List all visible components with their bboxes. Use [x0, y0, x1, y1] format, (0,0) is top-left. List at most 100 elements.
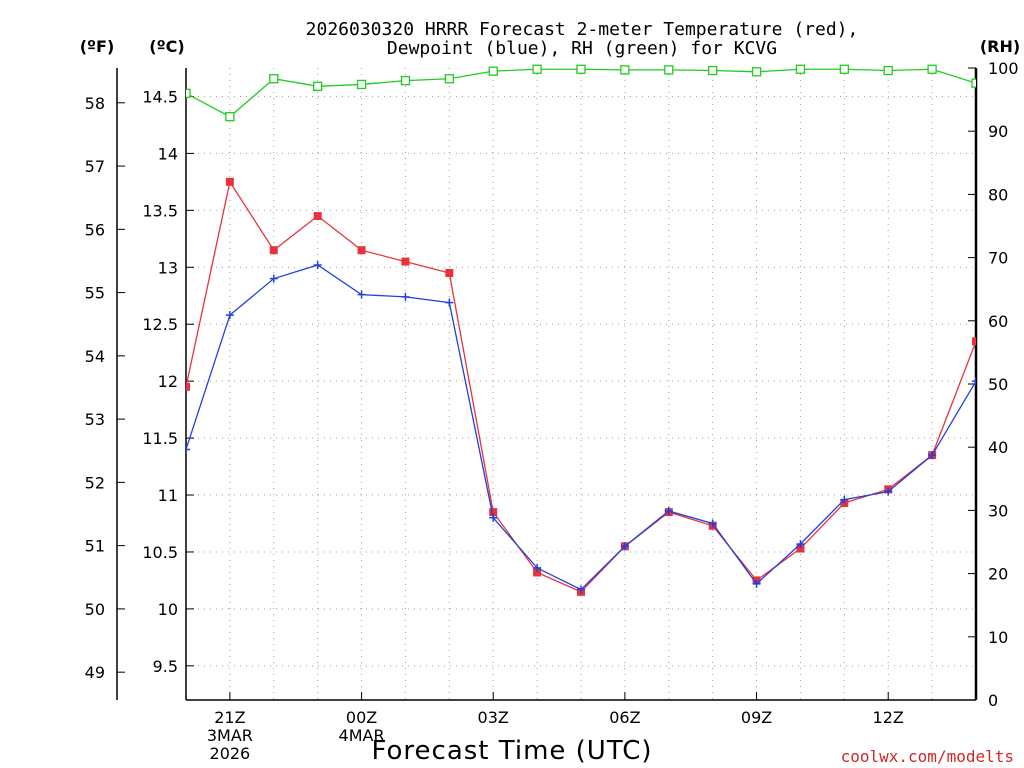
- axes: 9.5 10 10.5 11 11.5 12 12.5 13 13.5 14 14.5 49 50 51 5…: [85, 59, 1019, 763]
- rh-point: [751, 67, 762, 77]
- rh-tick-label: 0: [988, 691, 998, 710]
- celsius-tick-label: 13.5: [142, 201, 178, 220]
- x-axis-label: Forecast Time (UTC): [371, 736, 652, 766]
- dewpoint-point: [489, 513, 498, 522]
- rh-point: [708, 65, 718, 76]
- x-tick-label: 06Z: [609, 708, 640, 727]
- temperature-point: [489, 508, 498, 517]
- celsius-tick-label: 10.5: [142, 543, 178, 562]
- fahrenheit-tick-label: 50: [85, 600, 105, 619]
- celsius-tick-label: 13: [158, 258, 178, 277]
- celsius-tick-label: 12: [158, 372, 178, 391]
- celsius-tick-label: 12.5: [142, 315, 178, 334]
- fahrenheit-unit-label: (ºF): [80, 37, 115, 56]
- dewpoint-point: [186, 445, 190, 454]
- dewpoint-point: [620, 542, 629, 551]
- dewpoint-point: [313, 261, 322, 270]
- temperature-point: [796, 544, 805, 553]
- rh-tick-label: 100: [988, 59, 1019, 78]
- temperature-point: [313, 212, 322, 221]
- dewpoint-point: [840, 495, 849, 504]
- rh-point: [488, 66, 498, 76]
- data-series: [186, 64, 976, 596]
- fahrenheit-tick-label: 53: [85, 410, 105, 429]
- fahrenheit-tick-label: 52: [85, 473, 105, 492]
- x-tick-date: 3MAR: [207, 726, 253, 745]
- rh-point: [313, 81, 323, 91]
- dewpoint-point: [752, 579, 761, 588]
- rh-point: [532, 64, 542, 74]
- fahrenheit-tick-label: 58: [85, 94, 105, 113]
- celsius-tick-label: 9.5: [153, 657, 178, 676]
- grid-lines: [186, 68, 976, 700]
- celsius-tick-label: 11: [158, 486, 178, 505]
- x-tick-year: 2026: [210, 744, 251, 763]
- x-tick-label: 21Z: [214, 708, 245, 727]
- x-tick-label: 00Z: [346, 708, 377, 727]
- fahrenheit-tick-label: 54: [85, 347, 105, 366]
- dewpoint-point: [401, 292, 410, 301]
- temperature-point: [445, 268, 454, 277]
- dewpoint-point: [357, 290, 366, 299]
- celsius-unit-label: (ºC): [149, 37, 184, 56]
- x-tick-date: 4MAR: [339, 726, 385, 745]
- dewpoint-point: [796, 539, 805, 548]
- temperature-point: [401, 257, 410, 266]
- celsius-tick-label: 11.5: [142, 429, 178, 448]
- rh-tick-label: 70: [988, 249, 1008, 268]
- rh-point: [620, 65, 630, 75]
- rh-tick-label: 50: [988, 375, 1008, 394]
- fahrenheit-tick-label: 57: [85, 157, 105, 176]
- rh-tick-label: 20: [988, 565, 1008, 584]
- dewpoint-point: [972, 377, 976, 386]
- rh-tick-label: 60: [988, 312, 1008, 331]
- dewpoint-point: [884, 487, 893, 496]
- rh-unit-label: (RH): [980, 37, 1020, 56]
- celsius-tick-label: 10: [158, 600, 178, 619]
- fahrenheit-tick-label: 49: [85, 663, 105, 682]
- rh-tick-label: 80: [988, 185, 1008, 204]
- rh-point: [839, 64, 849, 74]
- dewpoint-point: [533, 563, 542, 572]
- rh-point: [664, 65, 674, 75]
- rh-point: [971, 78, 976, 88]
- temperature-point: [533, 568, 542, 577]
- fahrenheit-tick-label: 55: [85, 284, 105, 303]
- x-tick-label: 03Z: [478, 708, 509, 727]
- fahrenheit-tick-label: 56: [85, 220, 105, 239]
- temperature-point: [225, 177, 234, 186]
- rh-point: [927, 64, 937, 74]
- rh-point: [795, 64, 806, 74]
- rh-tick-label: 40: [988, 438, 1008, 457]
- credit-text: coolwx.com/modelts: [841, 747, 1014, 766]
- temperature-point: [186, 382, 190, 391]
- temperature-point: [269, 246, 278, 255]
- rh-point: [356, 79, 367, 90]
- dewpoint-point: [928, 451, 937, 460]
- x-tick-label: 12Z: [873, 708, 904, 727]
- rh-point: [225, 112, 235, 122]
- dewpoint-point: [269, 274, 278, 283]
- rh-tick-label: 10: [988, 628, 1008, 647]
- x-tick-label: 09Z: [741, 708, 772, 727]
- temperature-point: [357, 246, 366, 255]
- rh-point: [883, 65, 893, 76]
- dewpoint-point: [445, 298, 454, 307]
- dewpoint-line: [186, 264, 976, 591]
- celsius-tick-label: 14: [158, 144, 178, 163]
- rh-point: [400, 75, 411, 86]
- rh-point: [186, 88, 191, 98]
- dewpoint-point: [664, 506, 673, 515]
- dewpoint-point: [225, 311, 234, 320]
- rh-tick-label: 30: [988, 501, 1008, 520]
- chart-title-line2: Dewpoint (blue), RH (green) for KCVG: [387, 38, 777, 59]
- chart-title-line1: 2026030320 HRRR Forecast 2-meter Tempera…: [306, 19, 859, 40]
- rh-point: [269, 74, 279, 84]
- fahrenheit-tick-label: 51: [85, 537, 105, 556]
- rh-point: [576, 64, 586, 74]
- rh-tick-label: 90: [988, 122, 1008, 141]
- celsius-tick-label: 14.5: [142, 87, 178, 106]
- temperature-point: [972, 337, 976, 346]
- dewpoint-point: [577, 585, 585, 594]
